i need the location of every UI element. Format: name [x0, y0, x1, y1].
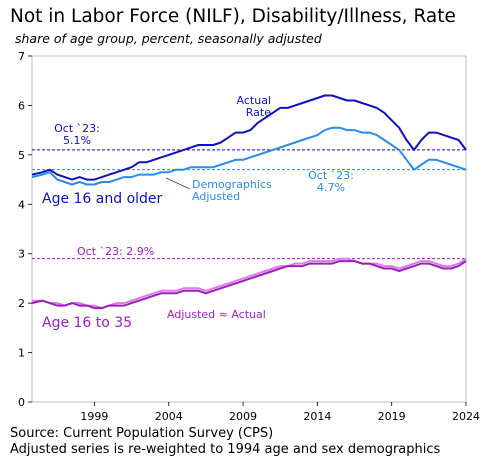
x-tick-label: 2009 [229, 410, 257, 423]
annotation-age-16-35: Age 16 to 35 [42, 315, 132, 331]
y-tick-label: 4 [18, 198, 25, 211]
chart-title: Not in Labor Force (NILF), Disability/Il… [10, 6, 456, 27]
source-note: Source: Current Population Survey (CPS) [10, 426, 274, 441]
ref-label-16-older-adjusted: Oct `23: 4.7% [308, 169, 354, 194]
series-lines [31, 94, 467, 310]
annotation-age-16-older: Age 16 and older [42, 191, 163, 207]
adjustment-note: Adjusted series is re-weighted to 1994 a… [10, 442, 441, 457]
series-line [32, 257, 467, 310]
series-line [31, 126, 467, 186]
annotation-actual-rate: Actual Rate [237, 94, 272, 119]
annotation-adjusted-approx-actual: Adjusted ≈ Actual [167, 308, 266, 321]
y-tick-label: 1 [18, 347, 25, 360]
annotation-demographics-adjusted: Demographics Adjusted [192, 178, 272, 203]
y-tick-label: 5 [18, 149, 25, 162]
ref-label-16-35: Oct `23: 2.9% [77, 245, 154, 258]
plot-frame [31, 55, 467, 403]
x-tick-label: 2019 [378, 410, 406, 423]
y-tick-label: 2 [18, 297, 25, 310]
reference-lines [32, 149, 466, 260]
x-tick-label: 2004 [155, 410, 183, 423]
series-line [31, 260, 467, 310]
x-tick-label: 2024 [452, 410, 480, 423]
x-tick-label: 1999 [80, 410, 108, 423]
series-line [31, 94, 467, 181]
chart-annotations: Oct `23: 5.1% Oct `23: 4.7% Oct `23: 2.9% Act… [42, 94, 354, 331]
y-tick-label: 6 [18, 99, 25, 112]
annotation-pointer [165, 177, 191, 190]
x-axis: 1999 2004 2009 2014 2019 2024 [80, 402, 480, 423]
y-tick-label: 0 [18, 396, 25, 409]
y-axis: 0 1 2 3 4 5 6 7 [18, 50, 32, 409]
y-tick-label: 7 [18, 50, 25, 63]
chart-subtitle: share of age group, percent, seasonally … [15, 31, 322, 46]
y-tick-label: 3 [18, 248, 25, 261]
x-tick-label: 2014 [303, 410, 331, 423]
ref-label-16-older: Oct `23: 5.1% [54, 122, 100, 147]
